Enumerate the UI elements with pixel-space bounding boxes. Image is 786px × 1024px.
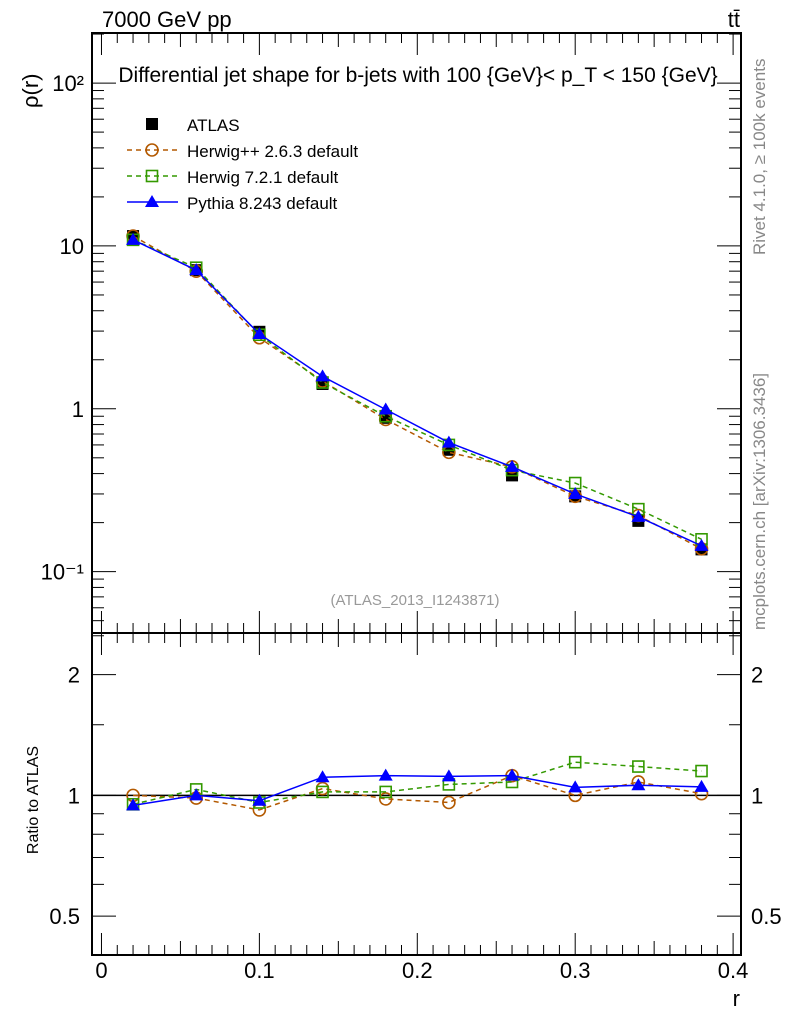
header-right: tt̄ — [728, 7, 740, 32]
main-pythia-8-243-default-point — [568, 486, 583, 499]
main-pythia-8-243-default-line — [132, 239, 702, 547]
ratio-y-tick-label: 0.5 — [49, 904, 80, 929]
main-pythia-8-243-default-point — [126, 232, 141, 245]
y-tick-label: 10⁻¹ — [41, 560, 84, 585]
x-tick-label: 0.3 — [560, 958, 591, 983]
main-pythia-8-243-default-point — [694, 538, 709, 551]
ratio-y-axis-label: Ratio to ATLAS — [25, 746, 42, 854]
ratio-pythia-8-243-default-point — [441, 769, 456, 782]
legend-marker — [145, 143, 159, 157]
main-herwig-7-2-1-default-line — [132, 239, 702, 540]
main-herwig-2-6-3-default-line — [132, 235, 702, 550]
ratio-herwig-7-2-1-default-line — [132, 761, 702, 806]
x-tick-label: 0.4 — [718, 958, 749, 983]
side-label-top: Rivet 4.1.0, ≥ 100k events — [750, 59, 769, 255]
legend-label: Herwig++ 2.6.3 default — [187, 142, 358, 161]
ratio-y-tick-label: 1 — [68, 783, 80, 808]
ratio-pythia-8-243-default-point — [252, 793, 267, 806]
y-tick-label: 10 — [60, 234, 84, 259]
ratio-herwig-7-2-1-default-point — [379, 785, 393, 799]
x-axis-label: r — [733, 986, 740, 1011]
ratio-pythia-8-243-default-point — [505, 768, 520, 781]
x-tick-label: 0.2 — [402, 958, 433, 983]
ratio-pythia-8-243-default-point — [189, 788, 204, 801]
main-pythia-8-243-default-point — [252, 326, 267, 339]
ratio-pythia-8-243-default-point — [315, 770, 330, 783]
x-tick-label: 0.1 — [244, 958, 275, 983]
ratio-herwig-2-6-3-default-line — [133, 774, 702, 811]
legend-marker — [145, 195, 159, 207]
main-pythia-8-243-default-point — [315, 369, 330, 382]
ratio-pythia-8-243-default-point — [568, 780, 583, 793]
main-pythia-8-243-default-point — [378, 402, 393, 415]
analysis-label: (ATLAS_2013_I1243871) — [330, 592, 499, 609]
ratio-herwig-7-2-1-default-point — [632, 760, 645, 773]
ratio-y-tick-label: 2 — [68, 663, 80, 688]
ratio-pythia-8-243-default-point — [631, 778, 646, 791]
legend-label: Herwig 7.2.1 default — [187, 168, 338, 187]
ratio-herwig-7-2-1-default-point — [568, 755, 582, 769]
main-pythia-8-243-default-point — [631, 509, 646, 522]
y-axis-label: ρ(r) — [18, 74, 43, 109]
main-pythia-8-243-default-point — [505, 459, 520, 472]
y-tick-label: 10² — [52, 71, 84, 96]
ratio-pythia-8-243-default-line — [132, 774, 702, 807]
ratio-frame — [91, 632, 742, 956]
legend-label: Pythia 8.243 default — [187, 194, 338, 213]
legend-marker — [145, 169, 159, 183]
ratio-herwig-7-2-1-default-point — [695, 764, 708, 778]
ratio-herwig-7-2-1-default-point — [316, 785, 329, 799]
ratio-y-tick-label-right: 0.5 — [751, 904, 782, 929]
legend-label: ATLAS — [187, 116, 240, 135]
ratio-herwig-2-6-3-default-point — [442, 795, 456, 810]
side-label-bottom: mcplots.cern.ch [arXiv:1306.3436] — [750, 373, 769, 630]
ratio-y-tick-label-right: 1 — [751, 783, 763, 808]
legend-marker — [146, 118, 158, 130]
ratio-pythia-8-243-default-point — [694, 779, 709, 792]
main-pythia-8-243-default-point — [441, 435, 456, 448]
main-pythia-8-243-default-point — [189, 263, 204, 276]
ratio-pythia-8-243-default-point — [378, 768, 393, 781]
x-tick-label: 0 — [95, 958, 107, 983]
chart-title: Differential jet shape for b-jets with 1… — [118, 64, 717, 87]
ratio-y-tick-label-right: 2 — [751, 663, 763, 688]
y-tick-label: 1 — [72, 397, 84, 422]
ratio-pythia-8-243-default-point — [126, 798, 141, 811]
header-left: 7000 GeV pp — [102, 7, 232, 32]
ratio-herwig-2-6-3-default-point — [378, 792, 393, 806]
